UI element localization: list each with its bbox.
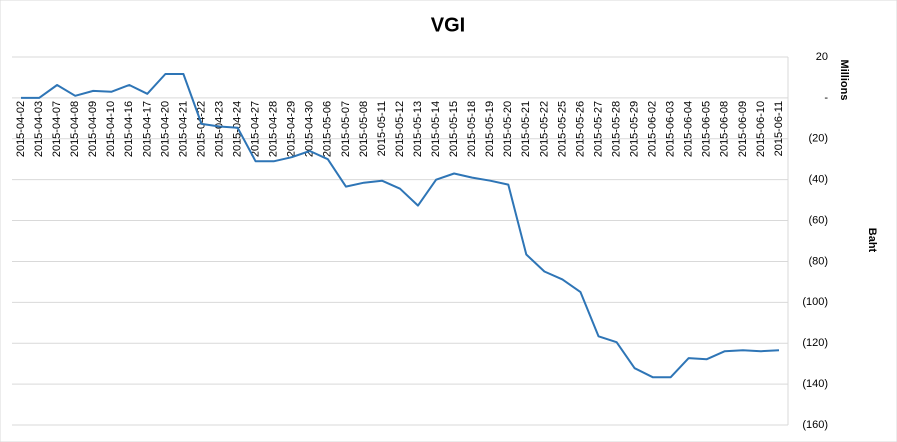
y-tick-label: (120) <box>802 337 828 349</box>
x-tick-label: 2015-05-14 <box>430 101 442 157</box>
x-tick-label: 2015-04-08 <box>69 101 81 157</box>
x-tick-label: 2015-04-16 <box>123 101 135 157</box>
x-tick-label: 2015-06-05 <box>701 101 713 157</box>
x-tick-label: 2015-05-26 <box>574 101 586 157</box>
x-tick-label: 2015-05-28 <box>610 101 622 157</box>
y-tick-label: 20 <box>816 51 828 63</box>
data-line <box>21 73 780 379</box>
x-tick-label: 2015-06-02 <box>647 101 659 157</box>
y-tick-label: (60) <box>808 214 828 226</box>
x-tick-label: 2015-05-27 <box>592 101 604 157</box>
x-tick-label: 2015-05-13 <box>412 101 424 157</box>
x-tick-label: 2015-04-29 <box>286 101 298 157</box>
x-tick-label: 2015-04-10 <box>105 101 117 157</box>
x-tick-label: 2015-05-07 <box>340 101 352 157</box>
y-axis-title: Baht <box>866 228 878 253</box>
x-tick-label: 2015-04-20 <box>159 101 171 157</box>
y-tick-label: (80) <box>808 255 828 267</box>
x-tick-label: 2015-04-28 <box>268 101 280 157</box>
display-unit-label: Millions <box>838 60 850 101</box>
y-tick-label: (160) <box>802 419 828 431</box>
x-tick-label: 2015-05-11 <box>376 101 388 156</box>
x-tick-label: 2015-05-19 <box>484 101 496 157</box>
x-tick-label: 2015-06-09 <box>737 101 749 157</box>
x-tick-label: 2015-05-06 <box>322 101 334 157</box>
x-tick-label: 2015-05-22 <box>538 101 550 157</box>
x-tick-label: 2015-06-10 <box>755 101 767 157</box>
y-tick-label: (20) <box>808 133 828 145</box>
x-tick-label: 2015-04-21 <box>177 101 189 157</box>
x-tick-label: 2015-04-30 <box>304 101 316 157</box>
x-tick-label: 2015-05-15 <box>448 101 460 157</box>
x-tick-label: 2015-06-03 <box>665 101 677 157</box>
x-tick-label: 2015-05-08 <box>358 101 370 157</box>
x-tick-label: 2015-04-17 <box>141 101 153 157</box>
y-tick-label: (100) <box>802 296 828 308</box>
x-tick-label: 2015-06-04 <box>683 101 695 157</box>
x-tick-label: 2015-05-20 <box>502 101 514 157</box>
x-tick-label: 2015-04-23 <box>213 101 225 157</box>
y-tick-label: (40) <box>808 174 828 186</box>
x-tick-label: 2015-05-29 <box>629 101 641 157</box>
chart-title: VGI <box>431 14 465 36</box>
x-tick-label: 2015-06-11 <box>773 101 785 156</box>
x-tick-label: 2015-04-03 <box>33 101 45 157</box>
x-tick-label: 2015-04-09 <box>87 101 99 157</box>
y-tick-label: (140) <box>802 378 828 390</box>
x-tick-label: 2015-05-18 <box>466 101 478 157</box>
x-tick-label: 2015-05-25 <box>556 101 568 157</box>
y-tick-label: - <box>824 92 828 104</box>
x-tick-label: 2015-04-07 <box>51 101 63 157</box>
x-tick-label: 2015-06-08 <box>719 101 731 157</box>
x-tick-label: 2015-05-21 <box>520 101 532 157</box>
x-tick-label: 2015-04-02 <box>15 101 27 157</box>
x-tick-label: 2015-04-27 <box>250 101 262 157</box>
x-tick-label: 2015-05-12 <box>394 101 406 157</box>
